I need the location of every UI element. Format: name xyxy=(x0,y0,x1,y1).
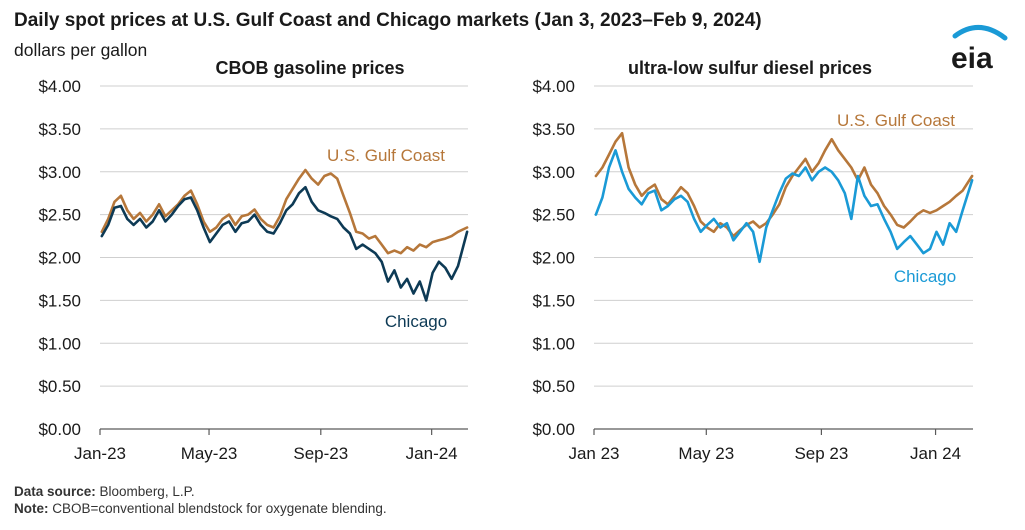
series-label: U.S. Gulf Coast xyxy=(327,146,445,165)
series-label: Chicago xyxy=(385,312,447,331)
chart-2: ultra-low sulfur diesel prices $0.00 $0.50… xyxy=(532,58,974,463)
y-tick-label: $2.00 xyxy=(38,249,81,268)
source-label: Data source: xyxy=(14,484,96,499)
y-tick-label: $0.00 xyxy=(532,420,575,439)
y-tick-label: $0.50 xyxy=(38,377,81,396)
series-line-chicago xyxy=(100,185,469,302)
logo-text: eia xyxy=(951,42,993,75)
x-tick-label: Jan 23 xyxy=(568,444,619,463)
y-tick-label: $2.50 xyxy=(532,206,575,225)
y-tick-label: $3.50 xyxy=(532,120,575,139)
x-tick-label: May 23 xyxy=(678,444,734,463)
note-label: Note: xyxy=(14,501,49,516)
series-line-u-s-gulf-coast xyxy=(100,168,469,255)
y-tick-label: $1.50 xyxy=(532,291,575,310)
x-tick-label: Sep 23 xyxy=(794,444,848,463)
y-tick-label: $2.50 xyxy=(38,206,81,225)
y-tick-label: $4.00 xyxy=(532,77,575,96)
source-text: Bloomberg, L.P. xyxy=(95,484,195,499)
series-label: Chicago xyxy=(894,267,956,286)
data-source: Data source: Bloomberg, L.P. xyxy=(14,484,195,499)
x-tick-label: Sep-23 xyxy=(293,444,348,463)
y-tick-label: $1.50 xyxy=(38,291,81,310)
chart-title: ultra-low sulfur diesel prices xyxy=(628,58,872,78)
y-tick-label: $3.00 xyxy=(38,163,81,182)
series-line-chicago xyxy=(594,149,974,264)
x-tick-label: May-23 xyxy=(181,444,238,463)
note-text: CBOB=conventional blendstock for oxygena… xyxy=(48,501,387,516)
y-tick-label: $4.00 xyxy=(38,77,81,96)
page-title: Daily spot prices at U.S. Gulf Coast and… xyxy=(14,10,762,31)
series-line-u-s-gulf-coast xyxy=(594,131,974,238)
y-tick-label: $1.00 xyxy=(532,334,575,353)
series-label: U.S. Gulf Coast xyxy=(837,111,955,130)
x-tick-label: Jan 24 xyxy=(910,444,961,463)
y-tick-label: $1.00 xyxy=(38,334,81,353)
chart-1: CBOB gasoline prices $0.00 $0.50 $1.00 $1.50… xyxy=(38,58,469,463)
x-tick-label: Jan-23 xyxy=(74,444,126,463)
note: Note: CBOB=conventional blendstock for o… xyxy=(14,501,387,516)
eia-logo: eia xyxy=(951,25,1008,75)
x-tick-label: Jan-24 xyxy=(406,444,458,463)
y-tick-label: $2.00 xyxy=(532,249,575,268)
chart-title: CBOB gasoline prices xyxy=(215,58,404,78)
y-tick-label: $3.00 xyxy=(532,163,575,182)
y-tick-label: $3.50 xyxy=(38,120,81,139)
logo-arc-icon xyxy=(952,25,1008,41)
units-label: dollars per gallon xyxy=(14,40,148,60)
y-tick-label: $0.50 xyxy=(532,377,575,396)
y-tick-label: $0.00 xyxy=(38,420,81,439)
